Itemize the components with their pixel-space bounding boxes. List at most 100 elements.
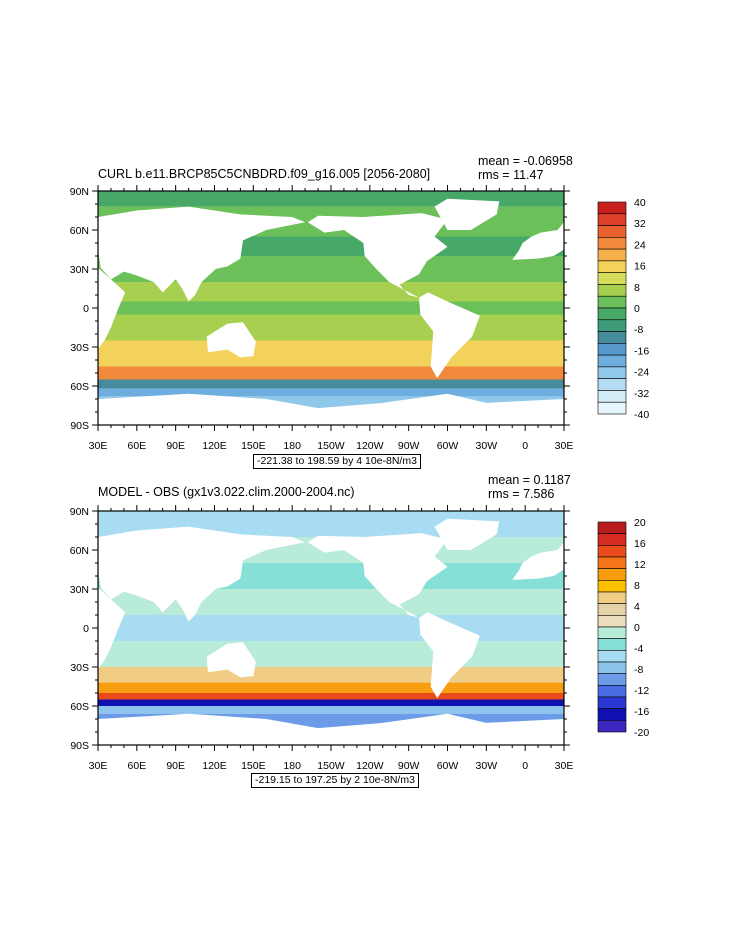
field-band bbox=[98, 282, 564, 302]
mean-label: mean = -0.06958 bbox=[478, 154, 573, 168]
colorbar-label: -8 bbox=[634, 324, 643, 336]
field-band bbox=[98, 699, 564, 706]
lon-tick-label: 180 bbox=[283, 760, 301, 772]
lon-tick-label: 0 bbox=[522, 440, 528, 452]
colorbar-label: -16 bbox=[634, 345, 649, 357]
land-area bbox=[434, 518, 500, 550]
colorbar-label: -40 bbox=[634, 409, 649, 421]
lon-tick-label: 60E bbox=[127, 440, 146, 452]
colorbar-swatch bbox=[597, 580, 627, 593]
colorbar-swatch bbox=[597, 343, 627, 356]
lon-tick-label: 30W bbox=[476, 440, 498, 452]
field-band bbox=[98, 641, 564, 667]
land-area bbox=[98, 206, 306, 302]
colorbar-label: 24 bbox=[634, 239, 646, 251]
land-mask bbox=[95, 518, 564, 745]
colorbar-label: 16 bbox=[634, 538, 646, 550]
colorbar-label: 20 bbox=[634, 517, 646, 529]
lat-tick-label: 60N bbox=[70, 545, 89, 557]
field-band bbox=[98, 379, 564, 389]
colorbar-swatch bbox=[597, 638, 627, 651]
lon-tick-label: 30E bbox=[555, 440, 574, 452]
colorbar-swatch bbox=[597, 366, 627, 379]
colorbar-swatch bbox=[597, 533, 627, 546]
rms-label: rms = 11.47 bbox=[478, 168, 544, 182]
colorbar-label: -16 bbox=[634, 706, 649, 718]
colorbar-swatch bbox=[597, 260, 627, 273]
colorbar-label: 0 bbox=[634, 622, 640, 634]
colorbar-swatch bbox=[597, 213, 627, 226]
colorbar-swatch bbox=[597, 295, 627, 309]
colorbar-swatch bbox=[597, 615, 627, 628]
field-band bbox=[98, 301, 564, 315]
colorbar-swatch bbox=[597, 708, 627, 721]
lon-tick-label: 90W bbox=[398, 760, 420, 772]
colorbar-swatch bbox=[597, 521, 627, 534]
colorbar-swatch bbox=[597, 696, 627, 709]
colorbar-swatch bbox=[597, 661, 627, 674]
colorbar-swatch bbox=[597, 568, 627, 581]
lat-tick-label: 30S bbox=[70, 342, 89, 354]
colorbar-swatch bbox=[597, 378, 627, 391]
lon-tick-label: 120W bbox=[356, 760, 384, 772]
chart-title: CURL b.e11.BRCP85C5CNBDRD.f09_g16.005 [2… bbox=[98, 167, 431, 181]
colorbar-swatch bbox=[597, 556, 627, 569]
land-area bbox=[95, 267, 126, 353]
land-area bbox=[512, 542, 564, 580]
colorbar-label: -4 bbox=[634, 643, 643, 655]
colorbar-label: 8 bbox=[634, 580, 640, 592]
field-band bbox=[98, 693, 564, 700]
land-area bbox=[307, 213, 448, 298]
land-area bbox=[206, 642, 256, 678]
lon-tick-label: 150W bbox=[317, 440, 345, 452]
field-band bbox=[98, 706, 564, 714]
colorbar-swatch bbox=[597, 237, 627, 250]
lon-tick-label: 60W bbox=[437, 760, 459, 772]
lon-tick-label: 60W bbox=[437, 440, 459, 452]
lat-tick-label: 60S bbox=[70, 701, 89, 713]
lat-tick-label: 30N bbox=[70, 264, 89, 276]
colorbar-swatch bbox=[597, 685, 627, 698]
range-info-label: -221.38 to 198.59 by 4 10e-8N/m3 bbox=[253, 454, 421, 469]
lat-tick-label: 60S bbox=[70, 381, 89, 393]
colorbar-swatch bbox=[597, 272, 627, 285]
lon-tick-label: 150E bbox=[241, 760, 266, 772]
lon-tick-label: 150E bbox=[241, 440, 266, 452]
land-area bbox=[419, 612, 480, 699]
colorbar-swatch bbox=[597, 201, 627, 215]
lon-tick-label: 120W bbox=[356, 440, 384, 452]
field-band bbox=[98, 340, 564, 367]
colorbar: 40 32 24 16 8 0 -8 -16 -24 -32 -40 bbox=[597, 197, 649, 421]
colorbar-label: 32 bbox=[634, 218, 646, 230]
colorbar-label: 16 bbox=[634, 261, 646, 273]
colorbar-swatch bbox=[597, 390, 627, 403]
land-area bbox=[98, 713, 564, 745]
colorbar-label: 12 bbox=[634, 559, 646, 571]
mean-label: mean = 0.1187 bbox=[488, 473, 571, 487]
lon-tick-label: 0 bbox=[522, 760, 528, 772]
colorbar-swatch bbox=[597, 673, 627, 686]
colorbar-label: 40 bbox=[634, 197, 646, 209]
colorbar-label: -20 bbox=[634, 727, 649, 739]
lon-tick-label: 30E bbox=[89, 440, 108, 452]
colorbar-swatch bbox=[597, 331, 627, 344]
lat-tick-label: 90N bbox=[70, 506, 89, 518]
land-area bbox=[98, 393, 564, 425]
colorbar-label: 4 bbox=[634, 601, 640, 613]
lon-tick-label: 60E bbox=[127, 760, 146, 772]
colorbar-swatch bbox=[597, 248, 627, 262]
lat-tick-label: 90S bbox=[70, 420, 89, 432]
lat-tick-label: 90N bbox=[70, 186, 89, 198]
field-band bbox=[98, 314, 564, 341]
land-area bbox=[307, 533, 448, 618]
lon-tick-label: 120E bbox=[202, 440, 227, 452]
colorbar-label: -8 bbox=[634, 664, 643, 676]
colorbar-swatch bbox=[597, 650, 627, 663]
field-band bbox=[98, 667, 564, 683]
model-obs-panel: MODEL - OBS (gx1v3.022.clim.2000-2004.nc… bbox=[0, 470, 733, 790]
lon-tick-label: 30E bbox=[89, 760, 108, 772]
colorbar-swatch bbox=[597, 284, 627, 297]
land-mask bbox=[95, 198, 564, 425]
